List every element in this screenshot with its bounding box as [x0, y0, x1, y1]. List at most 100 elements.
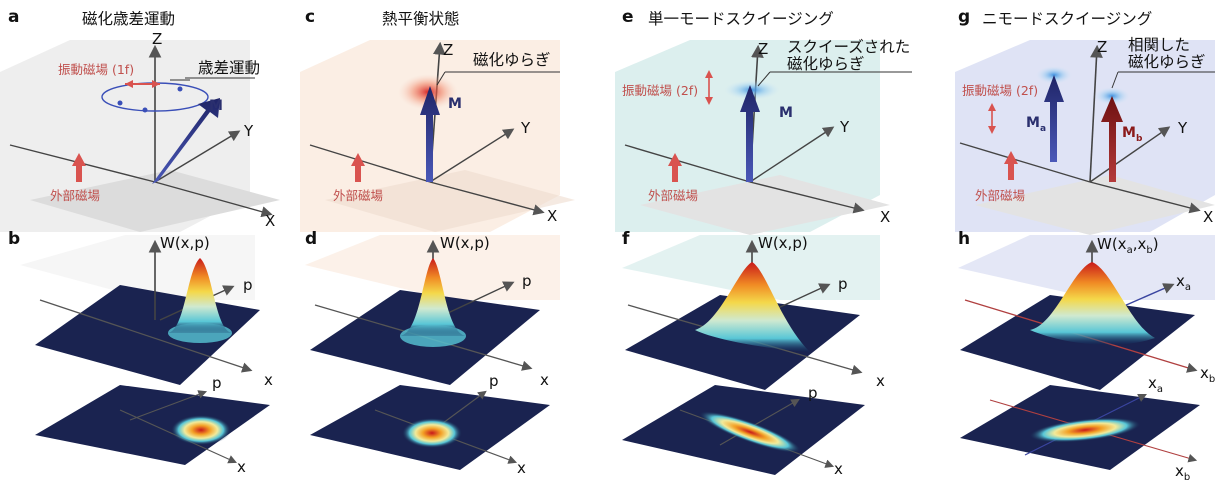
p-axis-proj-label: p [489, 372, 499, 390]
wigner-spot [402, 418, 462, 448]
external-field-label: 外部磁場 [975, 188, 1025, 203]
panel-a: a 磁化歳差運動 Z Y X M 歳差運動 振動磁場 (1f) 外部磁場 [0, 7, 280, 232]
x-axis-label: X [547, 207, 557, 225]
panel-title: ニモードスクイージング [982, 10, 1152, 28]
panel-e-floor [640, 175, 890, 235]
y-axis-label: Y [1177, 119, 1188, 137]
wigner-peak [168, 258, 232, 333]
y-axis [749, 126, 835, 183]
squeezed-fluctuation [724, 80, 780, 100]
z-axis [1089, 44, 1103, 183]
m-label: M [779, 105, 793, 121]
oscillating-field-label: 振動磁場 (2f) [962, 83, 1038, 98]
x-axis-back [309, 144, 431, 183]
panel-h: h W(xa,xb) xa xb xa xb [958, 229, 1215, 483]
oscillating-field-label: 振動磁場 (1f) [58, 62, 134, 77]
panel-b: b W(x,p) p x p x [8, 229, 273, 476]
xb-axis-proj-label: xb [1175, 462, 1190, 483]
w-axis-label: W(x,p) [440, 234, 490, 252]
x-axis-proj-label: x [517, 459, 526, 477]
panel-d: d W(x,p) p x p x [305, 229, 560, 477]
x-axis-label: X [880, 208, 890, 226]
panel-title: 単一モードスクイージング [648, 10, 834, 28]
panel-g-floor [975, 175, 1215, 235]
x-axis-label: x [264, 371, 273, 389]
p-axis-proj-label: p [808, 384, 818, 402]
z-axis-label: Z [152, 30, 162, 48]
p-axis-label: p [243, 276, 253, 294]
xa-axis-label: xa [1176, 272, 1191, 293]
wigner-peak [1030, 262, 1155, 345]
x-axis-label: x [540, 371, 549, 389]
p-axis-label: p [838, 275, 848, 293]
m-label: M [448, 96, 462, 112]
mb-label: Mb [1122, 125, 1143, 144]
external-field-label: 外部磁場 [50, 188, 100, 203]
panel-label: a [8, 7, 19, 27]
xa-axis-proj-label: xa [1148, 374, 1163, 395]
panel-g: g ニモードスクイージング Z Y X Ma Mb 相関した 磁化ゆらぎ 振動磁… [955, 7, 1215, 235]
p-axis-proj [129, 390, 208, 421]
magnetization-arrow [740, 85, 760, 182]
m-label: M [209, 98, 223, 114]
panel-label: g [958, 7, 970, 27]
wigner-spot [171, 415, 231, 445]
w-axis-label: W(x,p) [160, 234, 210, 252]
panel-title: 磁化歳差運動 [82, 10, 175, 28]
w-axis-label: W(xa,xb) [1097, 235, 1159, 256]
wigner-peak [695, 262, 810, 352]
panel-label: b [8, 229, 20, 249]
x-axis-proj-label: x [237, 458, 246, 476]
y-axis [1089, 126, 1171, 183]
w-axis-label: W(x,p) [758, 234, 808, 252]
panel-c-floor [325, 170, 575, 232]
x-axis-label: X [1203, 208, 1213, 226]
x-axis [154, 181, 273, 218]
x-axis [39, 299, 253, 373]
p-axis-proj-label: p [212, 374, 222, 392]
correlated-annotation-line1: 相関した [1128, 36, 1190, 54]
x-axis-label: x [876, 372, 885, 390]
external-field-arrow [1008, 163, 1014, 180]
panel-label: d [305, 229, 317, 249]
panel-title: 熱平衡状態 [382, 10, 460, 28]
magnetization-arrow [420, 86, 440, 182]
x-axis [429, 181, 545, 216]
correlated-spot [1029, 417, 1141, 443]
xb-axis-label: xb [1200, 364, 1215, 385]
x-axis [749, 181, 865, 214]
ma-label: Ma [1026, 115, 1046, 134]
y-axis [154, 130, 241, 183]
x-axis-label: X [265, 212, 275, 230]
z-axis-label: Z [1097, 38, 1107, 56]
x-axis-back [624, 144, 751, 183]
external-field-label: 外部磁場 [648, 188, 698, 203]
z-axis-label: Z [443, 41, 453, 59]
y-axis [429, 128, 515, 183]
external-field-label: 外部磁場 [333, 188, 383, 203]
external-field-arrow [76, 165, 82, 182]
oscillating-field-label: 振動磁場 (2f) [622, 83, 698, 98]
y-axis-label: Y [520, 119, 531, 137]
panel-c: c 熱平衡状態 Z Y X M 磁化ゆらぎ 外部磁場 [300, 7, 575, 232]
z-axis-label: Z [758, 40, 768, 58]
panel-e: e 単一モードスクイージング Z Y X M スクイーズされた 磁化ゆらぎ 振動… [615, 7, 912, 235]
magnetization-arrow [152, 98, 220, 184]
panel-a-floor [30, 170, 280, 232]
fluctuation-annotation: 磁化ゆらぎ [473, 51, 551, 69]
panel-f: f W(x,p) p x p x [622, 229, 885, 478]
squeezed-annotation-line2: 磁化ゆらぎ [787, 55, 865, 73]
squeezed-spot [699, 411, 801, 453]
panel-g-background [955, 40, 1215, 232]
precession-annotation: 歳差運動 [198, 59, 260, 77]
external-field-arrow [355, 165, 361, 182]
p-axis-proj [719, 398, 800, 446]
magnetization-b-arrow [1101, 96, 1123, 182]
x-axis-proj-label: x [834, 460, 843, 478]
panel-label: h [958, 229, 970, 249]
panel-label: f [622, 229, 630, 249]
y-axis-label: Y [243, 122, 254, 140]
p-axis-label: p [522, 272, 532, 290]
squeezed-annotation-line1: スクイーズされた [787, 38, 910, 56]
